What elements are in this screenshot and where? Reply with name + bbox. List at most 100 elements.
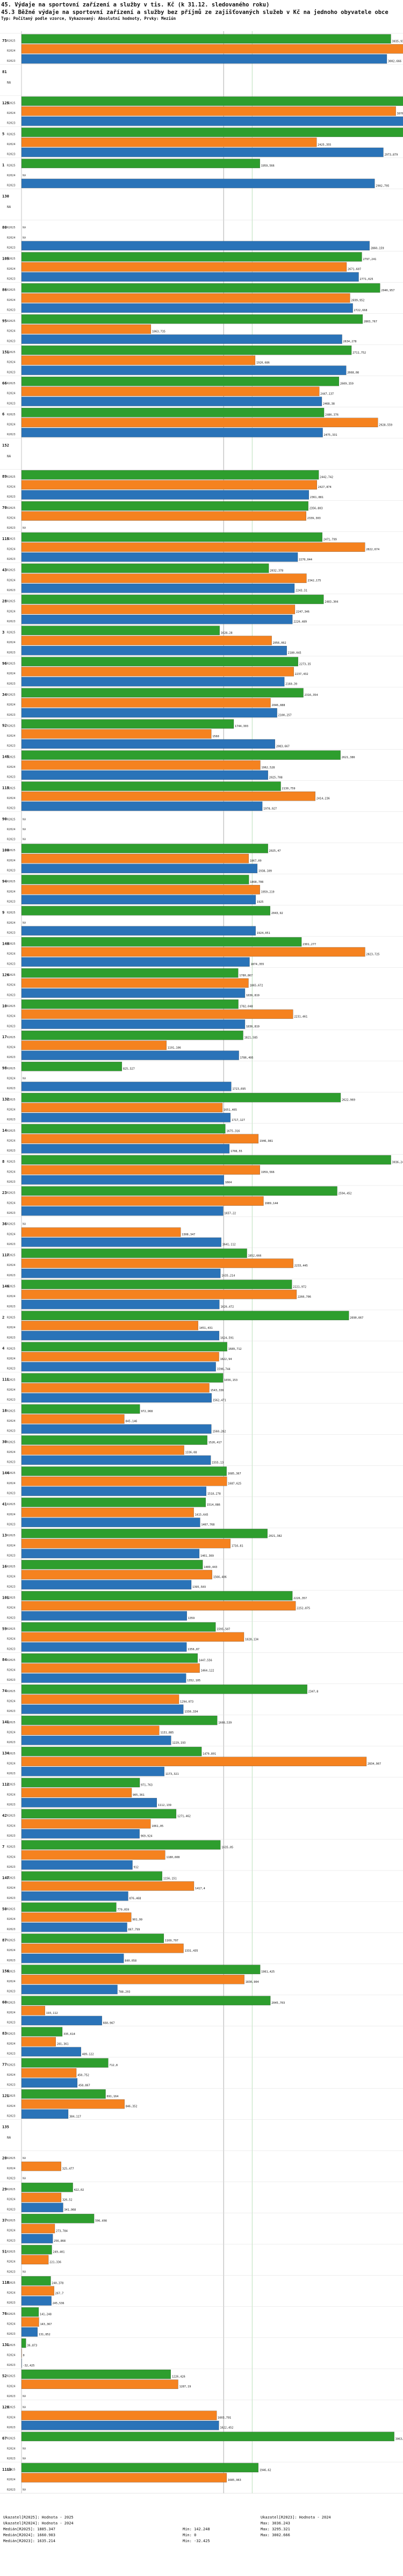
data-label: 1657,22: [224, 1212, 236, 1215]
data-label: 1708,55: [231, 1150, 242, 1153]
data-label: 1596,744: [217, 1368, 231, 1371]
series-label: R2023: [7, 1336, 16, 1340]
bar-r2025: [21, 34, 391, 44]
data-label: 779,059: [117, 1908, 129, 1911]
chart-subtitle: Typ: Počítaný podle vzorce, Vykazovaný: …: [1, 16, 176, 21]
series-label: R2024: [7, 579, 16, 582]
series-label: R2023: [7, 900, 16, 903]
data-label: 1786,495: [240, 1056, 254, 1060]
series-label: R2025: [7, 1129, 16, 1133]
bar-r2023: [21, 708, 277, 718]
data-label: 2160,39: [285, 683, 297, 686]
bar-r2025: [21, 1248, 247, 1258]
data-label: 2342,175: [307, 579, 321, 582]
series-label: R2024: [7, 922, 16, 925]
bar-r2023: [21, 1549, 200, 1558]
series-label: R2023: [7, 1834, 16, 1838]
data-label: 2609,359: [340, 383, 354, 386]
group-label: 50: [2, 1906, 7, 1911]
group-label: 156: [2, 1969, 9, 1974]
bar-r2025: [21, 1778, 140, 1788]
series-label: R2025: [7, 1254, 16, 1257]
group-label: 146: [2, 1284, 9, 1289]
data-label: 3036,243: [392, 1161, 403, 1164]
data-label: 1867,09: [250, 860, 262, 863]
series-label: R2024: [7, 1544, 16, 1548]
series-label: R2024: [7, 2167, 16, 2170]
series-label: R2023: [7, 962, 16, 966]
data-label: 1131,885: [160, 1731, 174, 1735]
bar-r2024: [21, 1414, 125, 1424]
data-label: 1518,278: [207, 1492, 221, 1495]
bar-r2023: [21, 1268, 221, 1278]
bar-r2024: [21, 1040, 167, 1050]
bar-r2025: [21, 1591, 293, 1601]
bar-r2023: [21, 926, 256, 936]
group-label: 117: [2, 1253, 9, 1257]
data-label: 2475,331: [324, 434, 337, 437]
bar-r2025: [21, 906, 270, 916]
bar-r2025: [21, 2307, 39, 2317]
data-label: 1656,153: [224, 1379, 238, 1382]
data-label: 245,536: [53, 2302, 64, 2305]
data-label: 335,614: [63, 2033, 75, 2036]
series-label: R2025: [7, 2437, 16, 2441]
series-label: R2025: [7, 693, 16, 696]
data-label: 1331,435: [185, 1949, 198, 1953]
series-label: R2025: [7, 600, 16, 603]
bar-r2023: [21, 1798, 157, 1808]
bar-r2024: [21, 418, 378, 428]
bar-r2024: [21, 1850, 165, 1860]
data-label: 221,336: [49, 2261, 61, 2264]
data-label: 2671,607: [348, 268, 361, 271]
data-label: 2690,667: [350, 1316, 363, 1320]
bar-r2025: [21, 844, 268, 853]
bar-r2024: [21, 573, 307, 583]
group-label: 4: [2, 1346, 4, 1351]
data-label: 1865,672: [249, 984, 263, 987]
series-label: R2024: [7, 1108, 16, 1111]
series-label: R2024: [7, 828, 16, 831]
bar-r2024: [21, 2224, 55, 2234]
data-label: 1543,336: [210, 1389, 224, 1392]
data-label: 2221,972: [293, 1285, 306, 1289]
data-label: 2634,278: [343, 340, 357, 343]
bar-r2024: [21, 1538, 231, 1549]
data-label: 972,968: [141, 1410, 153, 1413]
series-label: R2025: [7, 569, 16, 572]
bar-r2023: [21, 1393, 212, 1403]
bar-r2025: [21, 377, 340, 386]
bar-r2023: [21, 147, 384, 157]
data-label: 1063,735: [152, 330, 165, 333]
bar-r2025: [21, 501, 308, 511]
series-label: R2023: [7, 620, 16, 623]
data-label: 2316,354: [305, 694, 318, 697]
group-label: 130: [2, 194, 9, 199]
series-label: R2023: [7, 2177, 16, 2180]
data-label: 2425,355: [318, 143, 331, 147]
data-label: 1687,625: [228, 1483, 241, 1486]
bar-r2025: [21, 470, 319, 480]
series-label: R2024: [7, 1700, 16, 1703]
bar-r2024: [21, 1507, 194, 1517]
group-label: 144: [2, 1471, 9, 1476]
bar-r2024: [21, 480, 317, 490]
bar-r2023: [21, 1330, 220, 1341]
bar-r2025: [21, 1311, 349, 1320]
group-label: 6: [2, 412, 4, 416]
data-label: 867,799: [128, 1929, 140, 1932]
bar-r2024: [21, 2317, 39, 2327]
bar-r2025: [21, 1965, 261, 1974]
data-label: 1959,566: [261, 1171, 275, 1174]
data-label: 2722,668: [354, 309, 368, 312]
series-label: R2024: [7, 1949, 16, 1952]
bar-r2025: [21, 1684, 307, 1694]
group-label: 84: [2, 1657, 7, 1662]
bar-r2024: [21, 1196, 264, 1206]
data-label: 489,122: [82, 2053, 94, 2056]
data-label: 1514,086: [207, 1503, 220, 1507]
bar-r2023: [21, 957, 250, 967]
group-label: 37: [2, 2218, 7, 2222]
data-label: 1852,666: [248, 1254, 262, 1257]
data-label: 143,367: [40, 2323, 52, 2326]
